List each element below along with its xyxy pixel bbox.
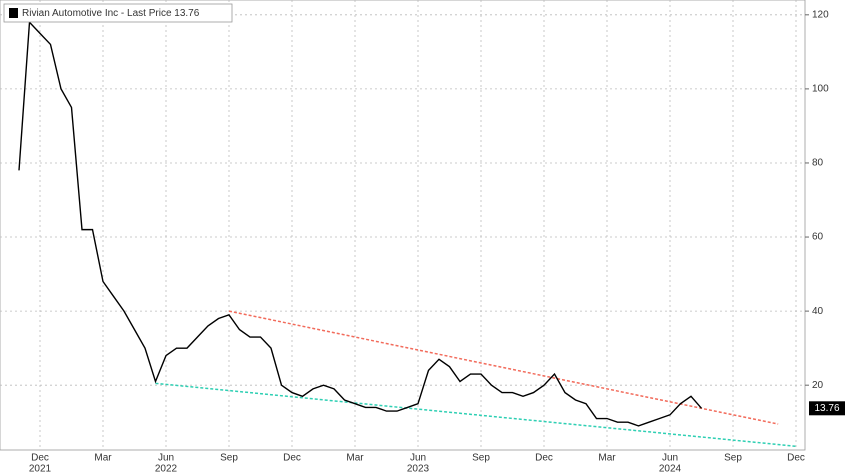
year-label: 2023 — [407, 464, 430, 475]
y-tick-label: 100 — [812, 84, 829, 95]
x-tick-label: Mar — [94, 453, 112, 464]
price-line — [18, 20, 703, 427]
legend-label: Rivian Automotive Inc - Last Price 13.76 — [22, 8, 200, 19]
y-tick-label: 60 — [812, 232, 824, 243]
trendline — [155, 382, 797, 448]
x-tick-label: Dec — [535, 453, 553, 464]
x-tick-label: Dec — [787, 453, 805, 464]
x-tick-label: Jun — [410, 453, 426, 464]
x-tick-label: Jun — [158, 453, 174, 464]
plot-area — [0, 0, 806, 451]
x-tick-label: Mar — [598, 453, 616, 464]
year-label: 2022 — [155, 464, 178, 475]
legend — [3, 3, 233, 23]
trendline — [228, 310, 779, 425]
y-tick-label: 120 — [812, 9, 829, 20]
y-tick-label: 80 — [812, 158, 824, 169]
last-price-label: 13.76 — [814, 403, 839, 414]
y-tick-label: 20 — [812, 380, 824, 391]
x-tick-label: Jun — [662, 453, 678, 464]
x-tick-label: Dec — [283, 453, 301, 464]
x-tick-label: Sep — [220, 453, 238, 464]
last-price-box — [809, 401, 845, 416]
year-label: 2024 — [659, 464, 682, 475]
legend-swatch — [9, 8, 18, 18]
x-tick-label: Mar — [346, 453, 364, 464]
y-tick-label: 40 — [812, 306, 824, 317]
year-label: 2021 — [29, 464, 52, 475]
x-tick-label: Dec — [31, 453, 49, 464]
x-tick-label: Sep — [724, 453, 742, 464]
x-tick-label: Sep — [472, 453, 490, 464]
